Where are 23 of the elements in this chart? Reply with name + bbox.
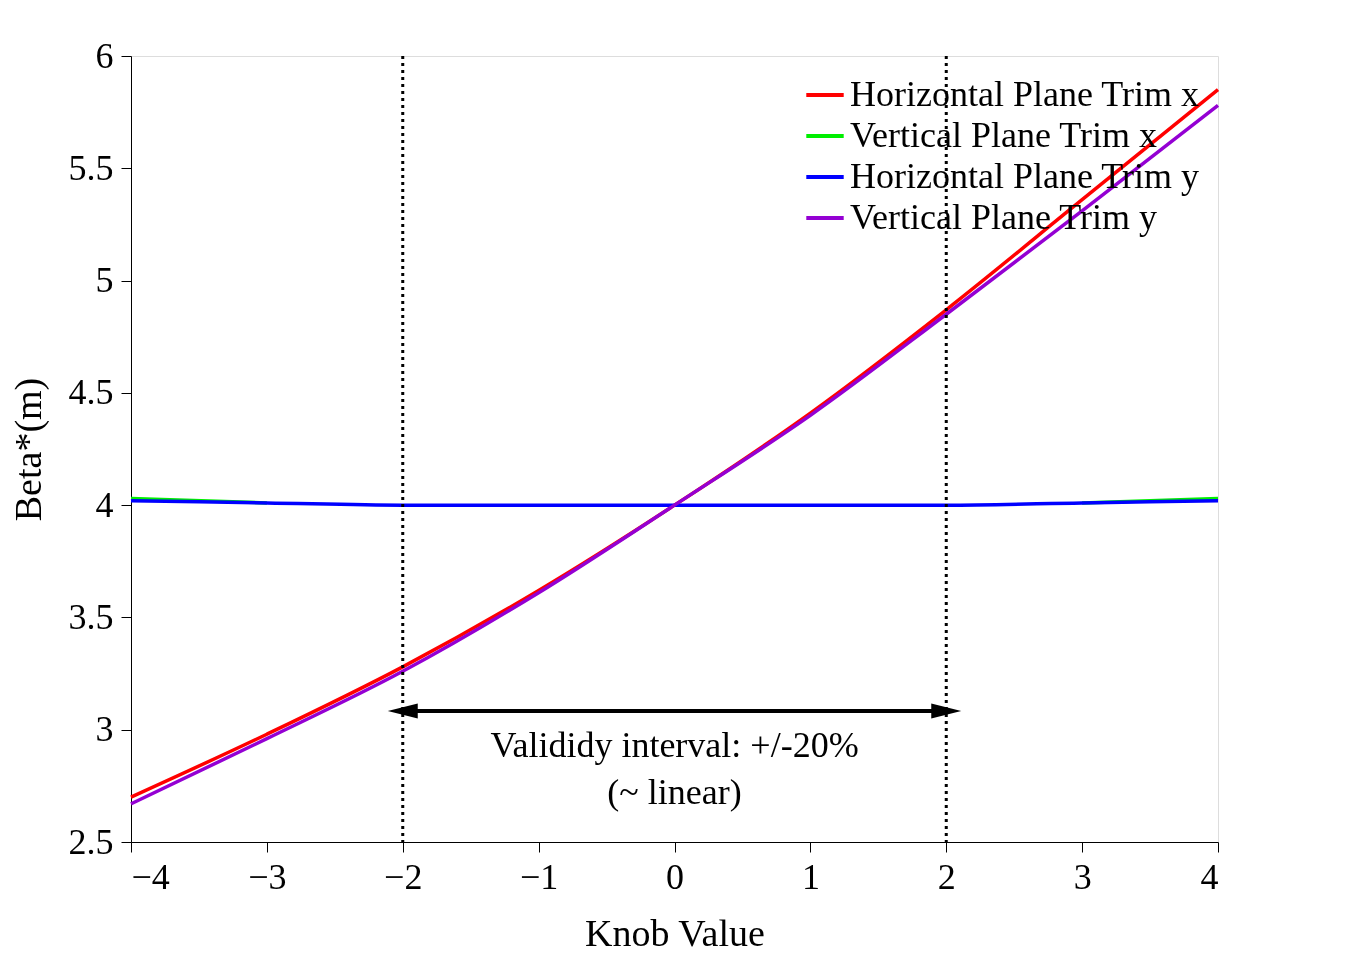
x-tick-label: 1	[801, 856, 820, 897]
y-tick-label: 5	[95, 260, 114, 301]
y-tick-label: 2.5	[68, 821, 114, 862]
y-tick-label: 5.5	[68, 147, 114, 188]
x-tick-label: 3	[1073, 856, 1092, 897]
annotation: (~ linear)	[607, 772, 742, 812]
x-tick-label: 0	[666, 856, 684, 897]
x-tick-label: −3	[248, 856, 287, 897]
y-tick-label: 4.5	[68, 372, 114, 413]
x-tick-label: 2	[937, 856, 956, 897]
y-tick-label: 3.5	[68, 596, 114, 637]
x-axis-title: Knob Value	[585, 911, 765, 954]
y-tick-label: 4	[95, 484, 114, 525]
legend-label: Vertical Plane Trim x	[850, 115, 1157, 155]
y-tick-label: 3	[95, 709, 114, 750]
x-tick-label: 4	[1200, 856, 1219, 897]
y-tick-label: 6	[95, 35, 114, 76]
annotation: Valididy interval: +/-20%	[490, 725, 859, 765]
y-axis-title: Beta*(m)	[6, 377, 50, 522]
x-tick-label: −1	[519, 856, 559, 897]
legend-label: Horizontal Plane Trim x	[850, 74, 1199, 114]
x-tick-label: −4	[131, 856, 170, 897]
x-tick-label: −2	[384, 856, 423, 897]
